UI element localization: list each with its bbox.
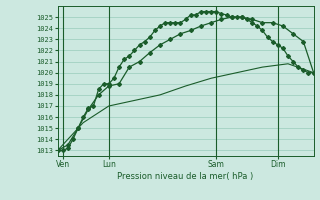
X-axis label: Pression niveau de la mer( hPa ): Pression niveau de la mer( hPa ) xyxy=(117,172,254,181)
